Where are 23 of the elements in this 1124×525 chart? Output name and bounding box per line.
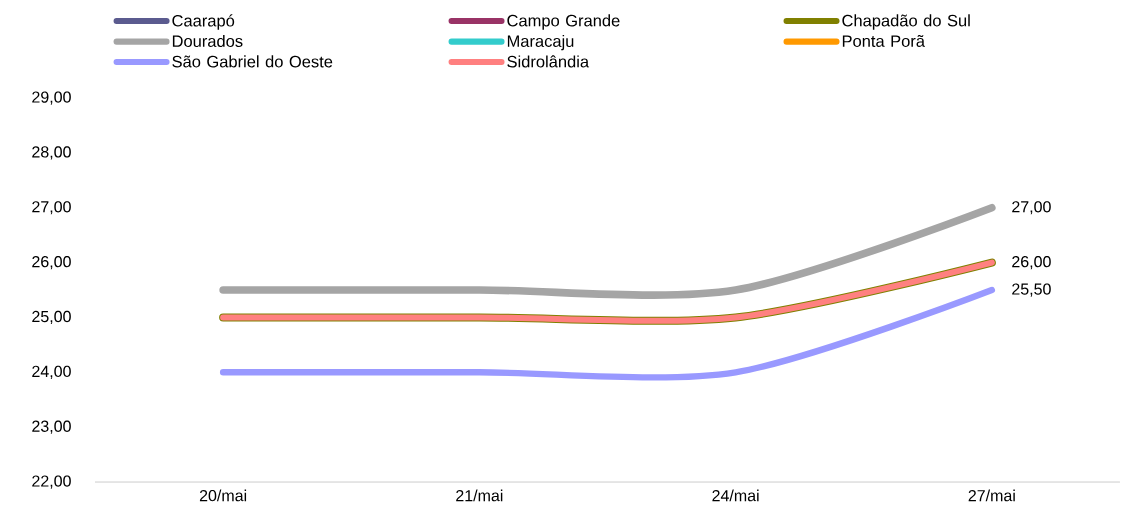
- y-tick-label: 24,00: [32, 365, 71, 379]
- legend-label: Maracaju: [507, 34, 574, 51]
- y-tick-label: 23,00: [32, 420, 71, 434]
- x-tick-label: 24/mai: [712, 489, 759, 502]
- data-label: 25,50: [1012, 283, 1051, 297]
- y-tick-label: 27,00: [32, 201, 71, 215]
- y-tick-label: 28,00: [32, 146, 71, 160]
- x-tick-label: 21/mai: [456, 489, 503, 502]
- legend-label: São Gabriel do Oeste: [172, 55, 333, 68]
- y-tick-label: 22,00: [32, 475, 71, 489]
- x-tick-label: 27/mai: [968, 489, 1015, 502]
- legend-label: Chapadão do Sul: [842, 14, 970, 30]
- data-label: 27,00: [1012, 201, 1051, 215]
- x-tick-label: 20/mai: [199, 489, 247, 502]
- legend-label: Caarapó: [172, 14, 235, 30]
- legend-label: Campo Grande: [507, 14, 620, 30]
- data-label: 26,00: [1012, 255, 1051, 270]
- y-tick-label: 26,00: [32, 255, 71, 270]
- y-tick-label: 29,00: [32, 91, 71, 105]
- legend-label: Ponta Porã: [842, 34, 925, 47]
- legend-label: Dourados: [172, 34, 243, 48]
- y-tick-label: 25,00: [32, 310, 71, 325]
- legend-label: Sidrolândia: [507, 55, 590, 68]
